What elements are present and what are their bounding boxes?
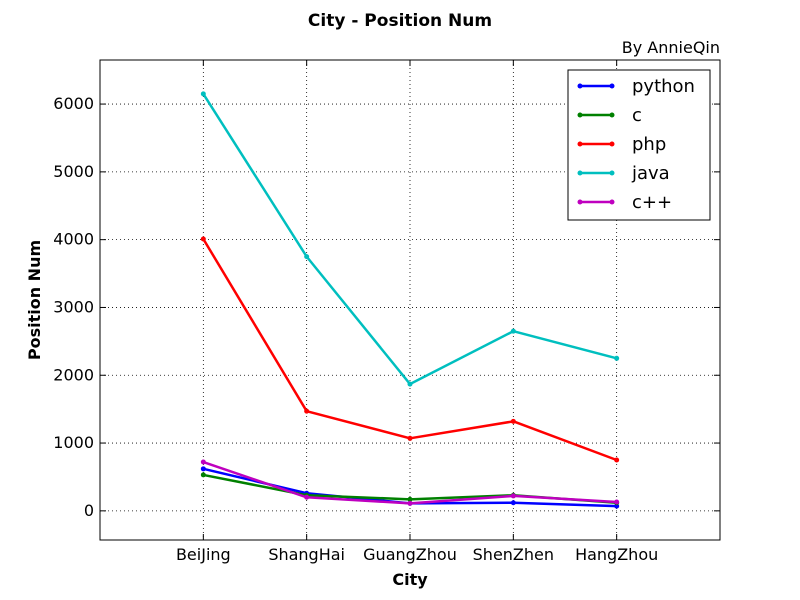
legend: python c php java c++: [567, 69, 711, 221]
x-tick-label: HangZhou: [575, 545, 658, 564]
series-layer: [200, 91, 620, 509]
data-point-java: [200, 91, 206, 97]
chart-subtitle: By AnnieQin: [622, 38, 720, 57]
data-point-c++: [200, 459, 206, 465]
legend-label-c++: c++: [632, 192, 672, 213]
legend-marker: [577, 83, 583, 89]
y-tick-label: 4000: [53, 230, 94, 249]
legend-marker: [609, 112, 615, 118]
y-tick-label: 3000: [53, 297, 94, 316]
chart-title: City - Position Num: [308, 11, 492, 31]
data-point-c++: [407, 500, 413, 506]
legend-marker: [609, 141, 615, 147]
data-point-java: [614, 355, 620, 361]
data-point-java: [407, 381, 413, 387]
data-point-php: [510, 418, 516, 424]
y-axis-label: Position Num: [25, 240, 44, 360]
y-tick-label: 0: [84, 501, 94, 520]
legend-label-c: c: [632, 105, 642, 126]
legend-label-java: java: [631, 163, 670, 184]
legend-label-php: php: [632, 134, 666, 155]
data-point-java: [510, 328, 516, 334]
data-point-java: [304, 254, 310, 260]
data-point-php: [407, 435, 413, 441]
y-tick-label: 6000: [53, 94, 94, 113]
data-point-c: [200, 472, 206, 478]
ticks: BeiJing ShangHai GuangZhou ShenZhen HangZhou…: [53, 60, 720, 564]
y-tick-label: 2000: [53, 365, 94, 384]
data-point-python: [510, 500, 516, 506]
x-tick-label: GuangZhou: [363, 545, 457, 564]
data-point-c: [407, 496, 413, 502]
legend-marker: [577, 170, 583, 176]
y-tick-label: 1000: [53, 433, 94, 452]
data-point-php: [304, 408, 310, 414]
data-point-c++: [614, 499, 620, 505]
x-axis-label: City: [392, 570, 428, 589]
legend-marker: [577, 199, 583, 205]
legend-label-python: python: [632, 76, 695, 97]
x-tick-label: BeiJing: [176, 545, 231, 564]
data-point-c++: [510, 493, 516, 499]
x-tick-label: ShenZhen: [473, 545, 554, 564]
legend-marker: [609, 199, 615, 205]
data-point-c++: [304, 494, 310, 500]
y-tick-label: 5000: [53, 162, 94, 181]
legend-marker: [577, 112, 583, 118]
legend-marker: [609, 83, 615, 89]
x-tick-label: ShangHai: [268, 545, 345, 564]
legend-marker: [609, 170, 615, 176]
data-point-python: [200, 466, 206, 472]
data-point-php: [614, 457, 620, 463]
data-point-php: [200, 236, 206, 242]
legend-marker: [577, 141, 583, 147]
